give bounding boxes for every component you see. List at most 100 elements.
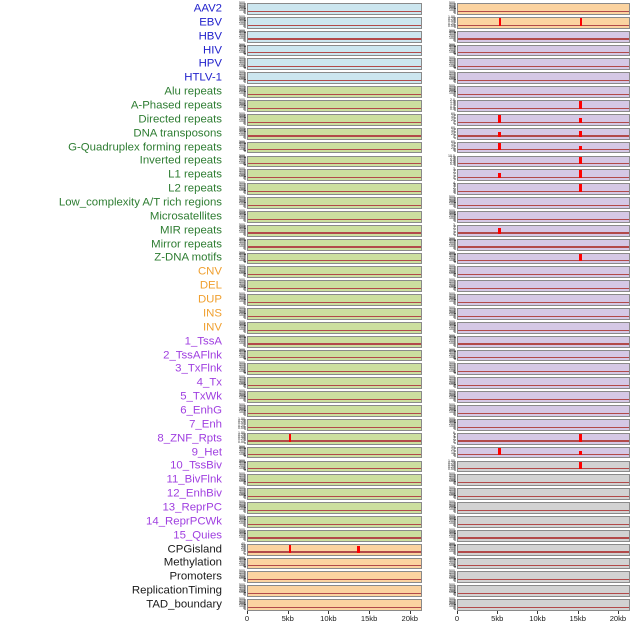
track-plot[interactable]	[457, 30, 630, 43]
track-row[interactable]: 2.0 1.5 1.0 0.5 0.0	[436, 99, 630, 113]
track-plot[interactable]	[247, 474, 422, 487]
track-plot[interactable]	[247, 113, 422, 126]
track-plot[interactable]	[247, 3, 422, 15]
track-row[interactable]: 6040200	[436, 140, 630, 155]
track-plot[interactable]	[247, 72, 422, 85]
panel-right[interactable]: 50040030020010001.000.750.500.250.005004…	[436, 0, 630, 630]
track-plot[interactable]	[247, 86, 422, 99]
track-plot[interactable]	[247, 252, 422, 265]
track-plot[interactable]	[247, 210, 422, 223]
track-plot[interactable]	[457, 113, 630, 126]
track-plot[interactable]	[247, 432, 422, 445]
track-plot[interactable]	[457, 238, 630, 251]
track-plot[interactable]	[247, 16, 422, 29]
track-plot[interactable]	[247, 599, 422, 611]
track-plot[interactable]	[457, 363, 630, 376]
track-plot[interactable]	[247, 30, 422, 43]
track-plot[interactable]	[457, 58, 630, 71]
track-plot[interactable]	[247, 377, 422, 390]
track-row[interactable]: 43210	[436, 182, 630, 196]
track-plot[interactable]	[247, 515, 422, 528]
track-row[interactable]: 6040200	[436, 126, 630, 141]
track-row[interactable]: 3210	[436, 223, 630, 238]
track-row[interactable]: 1.00 0.75 0.50 0.25 0.00	[226, 431, 422, 446]
track-plot[interactable]	[457, 405, 630, 417]
track-plot[interactable]	[247, 446, 422, 459]
track-row[interactable]: 6420	[436, 431, 630, 446]
track-row[interactable]: 3210	[436, 168, 630, 182]
track-plot[interactable]	[457, 349, 630, 362]
track-plot[interactable]	[457, 197, 630, 209]
track-plot[interactable]	[247, 266, 422, 279]
track-plot[interactable]	[247, 543, 422, 556]
track-plot[interactable]	[247, 280, 422, 293]
track-plot[interactable]	[457, 418, 630, 431]
track-plot[interactable]	[247, 557, 422, 570]
track-plot[interactable]	[457, 16, 630, 29]
track-plot[interactable]	[247, 155, 422, 168]
track-plot[interactable]	[457, 557, 630, 570]
track-plot[interactable]	[457, 183, 630, 196]
track-plot[interactable]	[247, 183, 422, 196]
track-plot[interactable]	[457, 335, 630, 348]
track-plot[interactable]	[247, 502, 422, 514]
track-row[interactable]: 1.00 0.75 0.50 0.25 0.00	[436, 459, 630, 474]
track-plot[interactable]	[457, 141, 630, 154]
track-plot[interactable]	[457, 585, 630, 598]
track-plot[interactable]	[457, 294, 630, 306]
track-plot[interactable]	[457, 321, 630, 334]
track-plot[interactable]	[457, 488, 630, 501]
track-plot[interactable]	[247, 141, 422, 154]
track-plot[interactable]	[247, 224, 422, 237]
track-plot[interactable]	[457, 210, 630, 223]
track-plot[interactable]	[247, 44, 422, 57]
track-plot[interactable]	[457, 266, 630, 279]
track-plot[interactable]	[247, 488, 422, 501]
